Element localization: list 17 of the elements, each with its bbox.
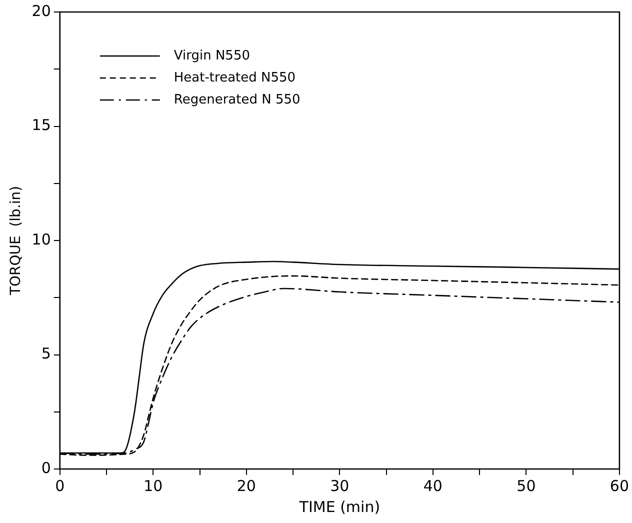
y-tick-label: 5 <box>41 344 51 363</box>
x-tick-label: 60 <box>610 476 630 495</box>
y-tick-label: 20 <box>32 2 51 20</box>
y-tick-label: 0 <box>41 458 51 477</box>
x-tick-label: 50 <box>516 476 536 495</box>
x-tick-label: 20 <box>236 476 256 495</box>
y-tick-label: 10 <box>32 230 51 248</box>
x-axis-title: TIME (min) <box>298 498 380 516</box>
x-tick-label: 10 <box>144 476 163 495</box>
legend-label: Regenerated N 550 <box>174 92 300 108</box>
x-tick-label: 0 <box>55 476 65 495</box>
x-tick-label: 30 <box>330 476 350 495</box>
y-axis-title: TORQUE (lb.in) <box>8 186 24 296</box>
y-tick-label: 15 <box>32 116 51 134</box>
legend-label: Heat-treated N550 <box>174 70 296 86</box>
x-tick-label: 40 <box>423 476 442 495</box>
legend-label: Virgin N550 <box>174 48 250 64</box>
